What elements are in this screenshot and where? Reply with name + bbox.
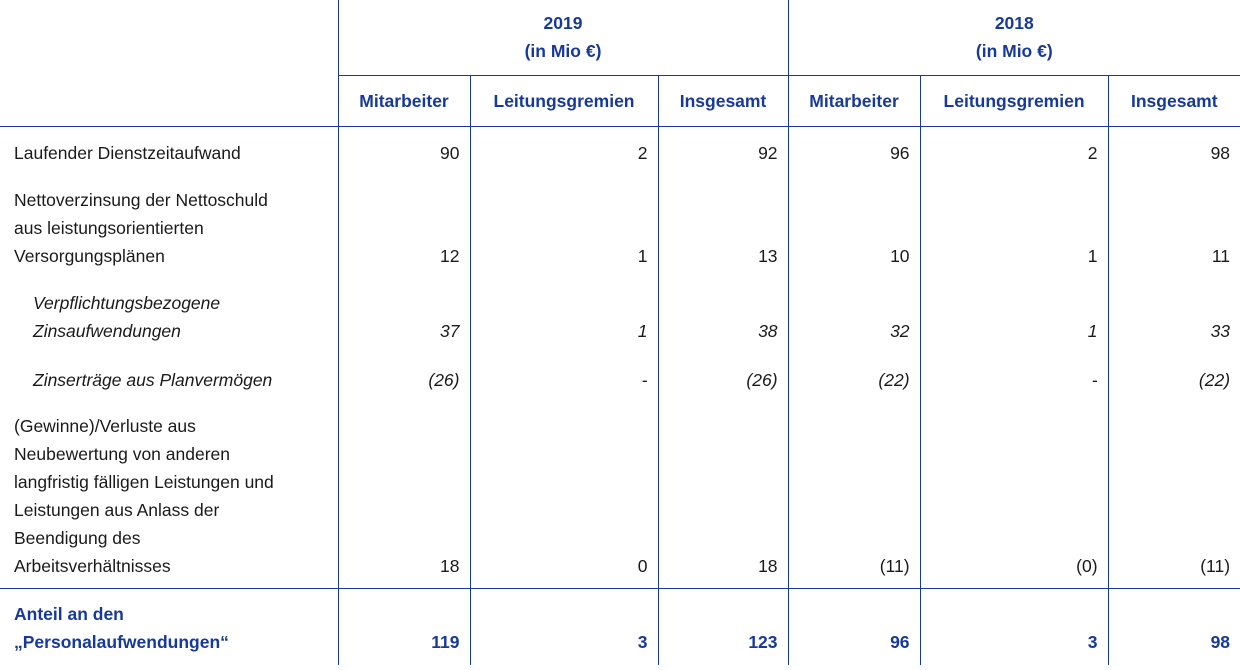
value-cell: - bbox=[919, 353, 1109, 402]
value-cell: 119 bbox=[337, 587, 470, 665]
year: 2019 bbox=[543, 13, 583, 34]
value-cell: 98 bbox=[1107, 587, 1240, 665]
label-line: „Personalaufwendungen“ bbox=[14, 632, 229, 652]
value-cell: (26) bbox=[337, 353, 470, 402]
label-line: (Gewinne)/Verluste aus bbox=[14, 415, 196, 436]
value-cell: 11 bbox=[1107, 175, 1240, 278]
value-cell: 18 bbox=[657, 402, 789, 588]
data-row: Verpflichtungsbezogene Zinsaufwendungen 37… bbox=[0, 278, 1240, 353]
label-line: Nettoverzinsung der Nettoschuld bbox=[14, 190, 268, 210]
year-header: 2018 (in Mio €) bbox=[787, 0, 1240, 76]
value-cell: (26) bbox=[657, 353, 789, 402]
row-label: Nettoverzinsung der Nettoschuld aus leist… bbox=[0, 175, 338, 278]
label-line: Laufender Dienstzeitaufwand bbox=[14, 143, 241, 163]
row-label: Verpflichtungsbezogene Zinsaufwendungen bbox=[0, 278, 338, 353]
unit: (in Mio €) bbox=[524, 41, 602, 62]
label-line: Neubewertung von anderen bbox=[14, 443, 230, 464]
value-cell: 10 bbox=[787, 175, 921, 278]
value-cell: 1 bbox=[919, 175, 1109, 278]
column-header: Insgesamt bbox=[657, 75, 789, 127]
value-cell: 123 bbox=[657, 587, 789, 665]
value-cell: 38 bbox=[657, 278, 789, 353]
value-cell: 1 bbox=[469, 278, 658, 353]
value-cell: - bbox=[469, 353, 658, 402]
row-label: (Gewinne)/Verluste aus Neubewertung von a… bbox=[0, 402, 338, 588]
value-cell: 1 bbox=[919, 278, 1109, 353]
value-cell: 0 bbox=[469, 402, 658, 588]
column-header: Mitarbeiter bbox=[787, 75, 921, 127]
label-line: Zinserträge aus Planvermögen bbox=[33, 370, 273, 390]
corner-cell bbox=[0, 75, 338, 127]
label-line: Anteil an den bbox=[14, 604, 124, 624]
value-cell: 96 bbox=[787, 126, 921, 175]
column-header: Leitungsgremien bbox=[919, 75, 1109, 127]
corner-cell bbox=[0, 0, 338, 75]
value-cell: 90 bbox=[337, 126, 470, 175]
label-line: Leistungen aus Anlass der bbox=[14, 499, 220, 520]
header-row: 2019 (in Mio €) 2018 (in Mio €) bbox=[0, 0, 1240, 76]
value-cell: 13 bbox=[657, 175, 789, 278]
value-cell: 96 bbox=[787, 587, 921, 665]
label-line: langfristig fälligen Leistungen und bbox=[14, 471, 274, 492]
column-header: Leitungsgremien bbox=[469, 75, 658, 127]
column-header-row: Mitarbeiter Leitungsgremien Insgesamt Mitar… bbox=[0, 75, 1240, 127]
value-cell: (11) bbox=[787, 402, 921, 588]
label-line: Arbeitsverhältnisses bbox=[14, 555, 171, 576]
value-cell: 18 bbox=[337, 402, 470, 588]
value-cell: 12 bbox=[337, 175, 470, 278]
column-header: Insgesamt bbox=[1107, 75, 1240, 127]
data-row: Laufender Dienstzeitaufwand 90 2 92 96 2 98 bbox=[0, 126, 1240, 175]
data-row: (Gewinne)/Verluste aus Neubewertung von a… bbox=[0, 402, 1240, 588]
value-cell: (22) bbox=[1107, 353, 1240, 402]
value-cell: 3 bbox=[469, 587, 658, 665]
value-cell: 2 bbox=[469, 126, 658, 175]
value-cell: (11) bbox=[1107, 402, 1240, 588]
data-row: Zinserträge aus Planvermögen (26) - (26) (22… bbox=[0, 353, 1240, 402]
label-line: aus leistungsorientierten bbox=[14, 218, 204, 238]
value-cell: 92 bbox=[657, 126, 789, 175]
label-line: Versorgungsplänen bbox=[14, 246, 165, 266]
value-cell: 98 bbox=[1107, 126, 1240, 175]
data-row: Anteil an den „Personalaufwendungen“ 119 3 1… bbox=[0, 587, 1240, 665]
year-header: 2019 (in Mio €) bbox=[337, 0, 789, 76]
year: 2018 bbox=[994, 13, 1034, 34]
value-cell: 37 bbox=[337, 278, 470, 353]
label-line: Verpflichtungsbezogene bbox=[33, 293, 221, 313]
row-label: Laufender Dienstzeitaufwand bbox=[0, 126, 338, 175]
row-label: Zinserträge aus Planvermögen bbox=[0, 353, 338, 402]
unit: (in Mio €) bbox=[975, 41, 1053, 62]
value-cell: 33 bbox=[1107, 278, 1240, 353]
data-row: Nettoverzinsung der Nettoschuld aus leist… bbox=[0, 175, 1240, 278]
value-cell: 2 bbox=[919, 126, 1109, 175]
value-cell: 3 bbox=[919, 587, 1109, 665]
value-cell: (22) bbox=[787, 353, 921, 402]
column-header: Mitarbeiter bbox=[337, 75, 470, 127]
value-cell: 1 bbox=[469, 175, 658, 278]
label-line: Zinsaufwendungen bbox=[33, 321, 181, 341]
value-cell: (0) bbox=[919, 402, 1109, 588]
value-cell: 32 bbox=[787, 278, 921, 353]
label-line: Beendigung des bbox=[14, 527, 141, 548]
row-label: Anteil an den „Personalaufwendungen“ bbox=[0, 587, 338, 665]
